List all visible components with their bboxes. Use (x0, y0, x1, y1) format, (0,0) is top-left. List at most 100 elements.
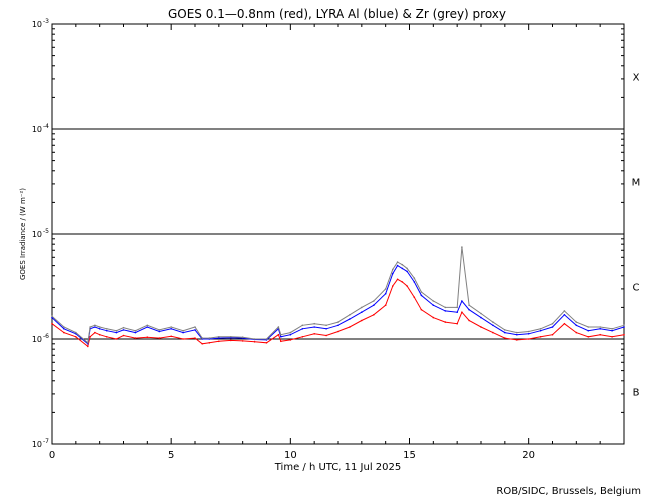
flare-class-label: X (633, 73, 640, 84)
data-point (241, 340, 244, 342)
data-point (599, 328, 601, 330)
data-point (51, 315, 53, 318)
data-point (456, 322, 459, 325)
data-point (492, 324, 494, 327)
data-point (218, 337, 220, 339)
data-point (277, 333, 280, 336)
data-point (289, 339, 292, 341)
data-point (89, 336, 91, 338)
data-point (527, 338, 530, 340)
data-point (201, 337, 203, 339)
data-point (194, 326, 196, 328)
data-point (406, 285, 408, 287)
data-point (218, 336, 220, 338)
data-point (218, 340, 220, 343)
data-point (115, 329, 118, 332)
data-point (539, 329, 542, 332)
data-point (337, 321, 339, 323)
data-point (106, 328, 108, 330)
data-point (158, 337, 161, 339)
data-point (444, 310, 447, 312)
data-point (384, 288, 387, 290)
data-point (146, 324, 149, 327)
data-point (98, 326, 101, 328)
data-point (516, 333, 518, 336)
data-point (201, 343, 203, 345)
data-point (401, 267, 404, 270)
data-point (551, 322, 554, 325)
data-point (301, 328, 304, 330)
data-point (280, 336, 282, 338)
data-point (158, 329, 161, 331)
x-tick-label: 0 (49, 450, 55, 461)
flare-class-label: C (633, 283, 640, 294)
data-point (313, 333, 316, 335)
data-point (75, 336, 77, 338)
data-point (94, 324, 96, 327)
data-point (563, 314, 566, 316)
data-point (392, 268, 394, 271)
data-point (575, 324, 578, 327)
data-point (623, 326, 625, 328)
data-point (313, 326, 316, 328)
data-point (623, 324, 625, 327)
data-point (349, 314, 351, 316)
data-point (134, 331, 137, 334)
data-point (563, 310, 566, 312)
data-point (253, 341, 256, 343)
data-point (587, 336, 590, 338)
y-tick-exponent: -3 (43, 18, 49, 25)
data-point (194, 329, 196, 331)
data-point (94, 326, 96, 328)
y-tick-label: 10 (32, 230, 42, 239)
data-point (551, 326, 554, 328)
data-point (98, 328, 101, 330)
data-point (392, 272, 394, 275)
data-point (194, 337, 196, 339)
x-axis-label: Time / h UTC, 11 Jul 2025 (274, 462, 402, 473)
data-point (420, 308, 423, 311)
x-tick-label: 5 (168, 450, 174, 461)
data-point (122, 334, 125, 337)
data-point (106, 329, 108, 332)
data-point (516, 339, 518, 341)
data-point (413, 296, 416, 299)
credit-text: ROB/SIDC, Brussels, Belgium (496, 486, 641, 497)
flare-class-label: M (632, 178, 641, 189)
x-tick-label: 15 (403, 450, 416, 461)
data-point (516, 331, 518, 334)
data-point (122, 326, 125, 329)
data-point (563, 322, 566, 325)
x-axis-ticks: 0 5 10 15 20 (49, 24, 625, 461)
data-point (253, 338, 256, 340)
data-point (396, 261, 399, 263)
data-point (361, 311, 363, 314)
data-point (575, 331, 578, 334)
data-point (611, 328, 613, 330)
data-point (599, 326, 601, 328)
data-point (89, 326, 91, 328)
data-point (384, 304, 387, 307)
y-tick-label: 10 (32, 335, 42, 344)
data-point (208, 342, 211, 344)
data-point (289, 331, 292, 334)
data-point (63, 326, 65, 328)
data-point (51, 322, 53, 325)
data-point (134, 329, 137, 332)
data-point (575, 321, 578, 323)
data-point (361, 306, 363, 309)
data-point (401, 281, 404, 283)
data-point (208, 337, 211, 339)
data-point (325, 328, 327, 330)
y-axis-label: GOES Irradiance / (W m⁻²) (19, 188, 27, 280)
data-point (158, 330, 161, 333)
series-line-0 (51, 278, 625, 348)
data-point (480, 316, 482, 319)
data-point (337, 324, 339, 327)
y-axis-ticks: 10-710-610-510-410-3 (32, 18, 624, 449)
data-point (599, 333, 601, 336)
data-point (373, 300, 375, 302)
data-point (230, 336, 232, 338)
data-point (94, 331, 96, 334)
data-point (492, 331, 494, 334)
